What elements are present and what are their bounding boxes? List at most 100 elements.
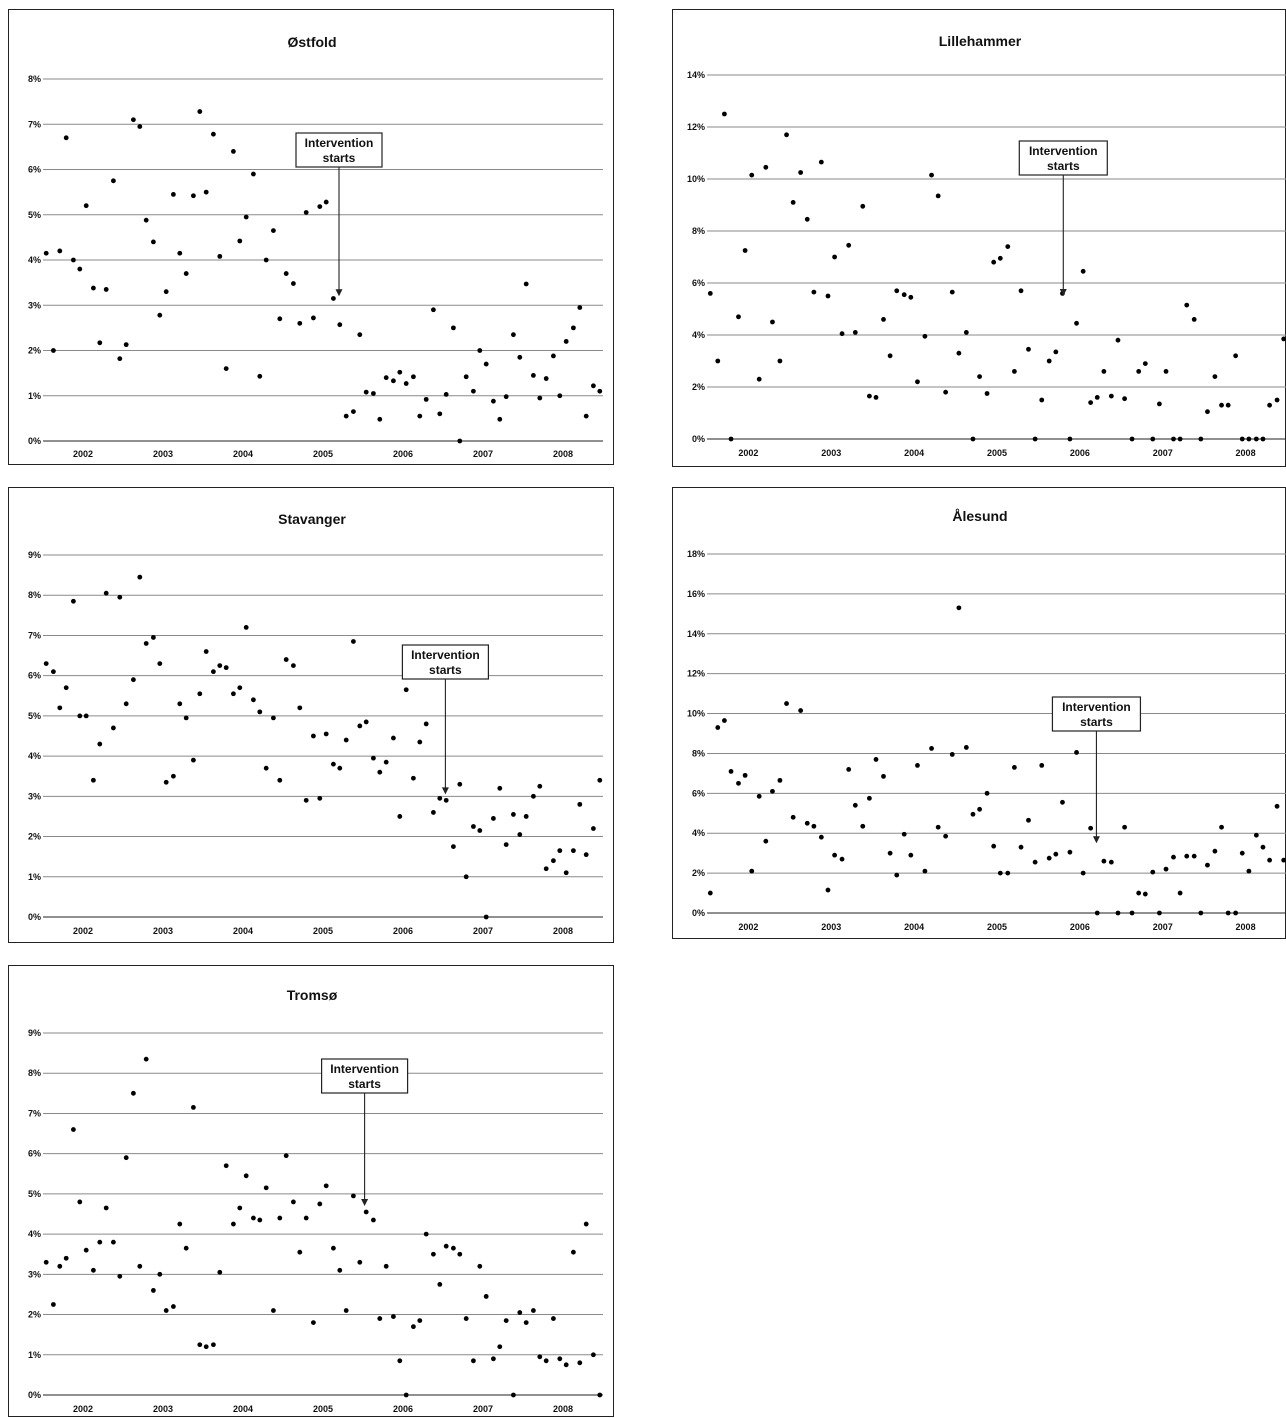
callout-line-2: starts [323, 151, 356, 165]
data-point [317, 1201, 323, 1207]
data-point [123, 342, 129, 348]
data-point [77, 1199, 83, 1205]
x-tick-label: 2004 [904, 448, 924, 458]
data-point [1067, 849, 1073, 855]
callout-line-2: starts [348, 1077, 381, 1091]
data-point [437, 411, 443, 417]
data-point [846, 767, 852, 772]
data-point [1088, 825, 1094, 831]
y-tick-label: 4% [692, 330, 705, 340]
data-point [970, 811, 976, 817]
data-point [63, 1255, 69, 1261]
data-point [51, 1302, 56, 1307]
data-point [177, 1221, 183, 1227]
y-tick-label: 16% [687, 589, 705, 599]
data-point [491, 1356, 496, 1362]
x-tick-label: 2003 [153, 926, 173, 936]
data-point [728, 768, 734, 774]
data-point [163, 289, 169, 295]
data-point [1053, 349, 1059, 355]
y-tick-label: 1% [28, 872, 41, 882]
data-point [57, 248, 63, 254]
data-point [171, 191, 176, 197]
x-tick-label: 2002 [738, 922, 758, 932]
data-point [411, 1324, 416, 1330]
data-point [1281, 336, 1286, 342]
data-point [860, 823, 866, 829]
data-point [471, 1358, 476, 1364]
data-point [1101, 858, 1107, 864]
x-tick-label: 2003 [821, 922, 841, 932]
data-point [323, 199, 329, 205]
data-point [177, 250, 183, 256]
data-point [1157, 401, 1162, 407]
data-point [531, 793, 536, 799]
data-point [790, 200, 796, 205]
y-tick-label: 10% [687, 709, 705, 719]
x-tick-label: 2007 [1153, 448, 1173, 458]
data-point [511, 332, 516, 338]
data-point [437, 1281, 443, 1287]
data-point [1005, 244, 1011, 250]
data-point [543, 1358, 549, 1364]
data-point [203, 649, 209, 654]
data-point [111, 725, 116, 731]
data-point [503, 394, 509, 400]
data-point [531, 372, 536, 378]
data-point [798, 170, 804, 175]
data-point [451, 844, 456, 850]
data-point [577, 801, 583, 807]
x-tick-label: 2007 [473, 1404, 493, 1414]
data-point [1253, 832, 1259, 838]
data-point [722, 718, 727, 723]
y-tick-label: 2% [28, 832, 41, 842]
data-point [832, 254, 837, 260]
data-point [231, 1221, 236, 1227]
data-point [323, 731, 329, 737]
data-point [363, 1209, 369, 1215]
data-point [297, 705, 303, 711]
data-point [956, 350, 962, 356]
data-point [825, 293, 831, 299]
data-point [997, 255, 1003, 261]
data-point [403, 381, 409, 386]
data-point [943, 833, 949, 839]
data-point [443, 1243, 449, 1249]
data-point [163, 1308, 169, 1313]
data-point [1060, 799, 1065, 805]
data-point [383, 759, 389, 765]
y-tick-label: 3% [28, 300, 41, 310]
data-point [503, 1318, 509, 1323]
data-point [1171, 436, 1176, 442]
data-point [551, 1316, 556, 1321]
data-point [103, 1205, 109, 1211]
data-point [949, 289, 955, 295]
data-point [483, 914, 489, 920]
data-point [1012, 765, 1017, 770]
data-point [303, 1215, 309, 1221]
callout-box [295, 132, 383, 168]
data-point [922, 868, 928, 874]
data-point [437, 795, 443, 801]
data-point [111, 178, 116, 184]
data-point [277, 777, 283, 783]
data-point [251, 697, 256, 703]
data-point [1088, 400, 1094, 405]
chart-title: Lillehammer [939, 33, 1022, 49]
data-point [839, 331, 845, 337]
data-point [1129, 910, 1135, 916]
x-tick-label: 2008 [1236, 922, 1256, 932]
data-point [351, 639, 356, 644]
data-point [337, 765, 343, 771]
data-point [756, 376, 762, 382]
data-point [1219, 824, 1224, 830]
data-point [177, 701, 183, 707]
data-point [423, 721, 429, 727]
callout-arrow-head [335, 289, 343, 297]
data-point [1074, 750, 1079, 755]
x-tick-label: 2008 [553, 1404, 573, 1414]
data-point [217, 253, 223, 259]
data-point [357, 332, 363, 338]
data-point [1046, 855, 1052, 861]
data-point [383, 1263, 389, 1269]
